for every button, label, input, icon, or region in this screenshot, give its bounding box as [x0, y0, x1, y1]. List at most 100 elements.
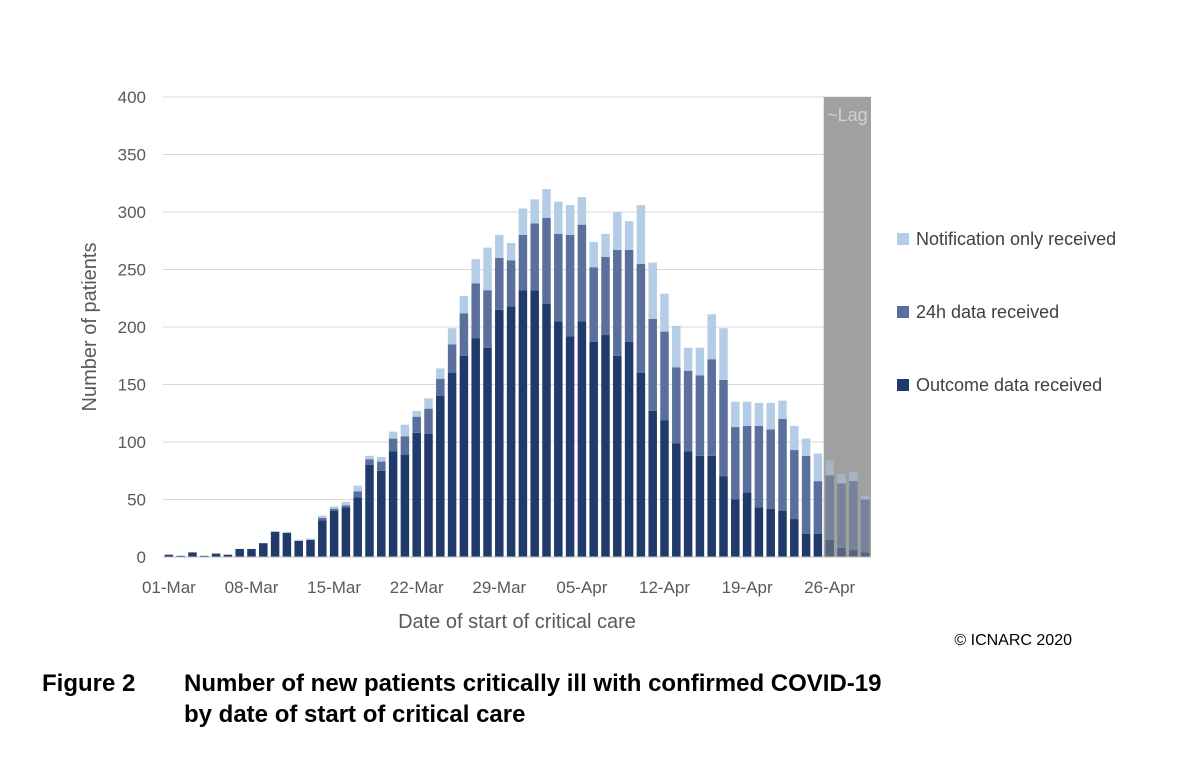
- bar-segment-24h-data-received: [613, 249, 622, 356]
- bar-segment-outcome-data-received: [813, 534, 823, 557]
- figure-caption: Figure 2 Number of new patients criticall…: [42, 668, 1004, 730]
- bar-segment-notification-only-received: [790, 425, 799, 451]
- bar-segment-24h-data-received: [577, 224, 587, 322]
- bar-segment-notification-only-received: [742, 401, 752, 426]
- bar-segment-outcome-data-received: [849, 550, 858, 557]
- legend-swatch: [897, 379, 909, 391]
- y-tick-label: 200: [118, 318, 146, 337]
- bar-segment-24h-data-received: [801, 455, 811, 534]
- bar-segment-notification-only-received: [624, 221, 634, 250]
- bar-segment-outcome-data-received: [270, 531, 280, 557]
- bar-segment-24h-data-received: [648, 318, 657, 411]
- bar-segment-outcome-data-received: [825, 539, 834, 557]
- bar-segment-notification-only-received: [318, 515, 327, 518]
- figure-title-line-2: by date of start of critical care: [184, 701, 526, 728]
- bar-segment-24h-data-received: [400, 436, 410, 455]
- bar-segment-24h-data-received: [447, 344, 457, 373]
- bar-segment-notification-only-received: [329, 506, 339, 509]
- bar-segment-outcome-data-received: [294, 540, 303, 557]
- bar-segment-notification-only-received: [294, 539, 303, 541]
- bar-segment-notification-only-received: [495, 235, 504, 258]
- bar-segment-notification-only-received: [719, 328, 728, 380]
- bar-segment-outcome-data-received: [412, 432, 421, 557]
- bar-segment-notification-only-received: [554, 201, 563, 234]
- bar-segment-notification-only-received: [306, 538, 315, 540]
- bar-segment-notification-only-received: [601, 233, 610, 257]
- bar-segment-outcome-data-received: [259, 543, 268, 557]
- bars: [164, 189, 870, 557]
- bar-segment-notification-only-received: [341, 501, 351, 506]
- legend: Notification only received 24h data recei…: [897, 229, 1116, 395]
- bar-segment-outcome-data-received: [211, 553, 221, 557]
- bar-segment-outcome-data-received: [731, 499, 740, 557]
- bar-segment-24h-data-received: [530, 223, 539, 291]
- bar-segment-notification-only-received: [754, 402, 764, 426]
- legend-swatch: [897, 306, 909, 318]
- x-tick-label: 08-Mar: [225, 578, 279, 597]
- x-tick-label: 19-Apr: [722, 578, 773, 597]
- bar-segment-24h-data-received: [624, 249, 634, 342]
- x-tick-label: 15-Mar: [307, 578, 361, 597]
- bar-segment-notification-only-received: [577, 197, 587, 225]
- bar-segment-outcome-data-received: [695, 455, 705, 557]
- bar-segment-notification-only-received: [825, 460, 834, 476]
- bar-segment-notification-only-received: [282, 531, 292, 533]
- bar-segment-24h-data-received: [766, 429, 775, 509]
- y-tick-label: 300: [118, 203, 146, 222]
- legend-label: Notification only received: [916, 229, 1116, 249]
- bar-segment-notification-only-received: [660, 293, 669, 332]
- bar-segment-outcome-data-received: [388, 451, 398, 557]
- bar-segment-notification-only-received: [707, 314, 716, 360]
- bar-segment-outcome-data-received: [542, 304, 551, 557]
- bar-segment-outcome-data-received: [601, 335, 610, 557]
- lag-label: ~Lag: [827, 105, 868, 125]
- bar-segment-notification-only-received: [849, 471, 858, 482]
- bar-segment-notification-only-received: [636, 205, 646, 264]
- bar-segment-outcome-data-received: [778, 511, 787, 557]
- bar-segment-outcome-data-received: [223, 554, 233, 557]
- bar-segment-outcome-data-received: [719, 476, 728, 557]
- bar-segment-notification-only-received: [388, 431, 398, 439]
- bar-segment-outcome-data-received: [235, 548, 244, 557]
- y-tick-label: 100: [118, 433, 146, 452]
- bar-segment-24h-data-received: [660, 331, 669, 421]
- y-tick-label: 350: [118, 146, 146, 165]
- bar-segment-24h-data-received: [459, 313, 469, 356]
- bar-segment-24h-data-received: [695, 375, 705, 456]
- bar-segment-outcome-data-received: [188, 552, 197, 557]
- bar-segment-outcome-data-received: [636, 373, 646, 557]
- bar-segment-24h-data-received: [636, 263, 646, 373]
- x-axis-title: Date of start of critical care: [398, 611, 636, 633]
- bar-segment-notification-only-received: [860, 496, 870, 500]
- bar-segment-outcome-data-received: [565, 336, 575, 557]
- bar-segment-outcome-data-received: [648, 410, 657, 557]
- bar-segment-24h-data-received: [731, 427, 740, 500]
- bar-segment-outcome-data-received: [624, 341, 634, 557]
- bar-segment-outcome-data-received: [377, 470, 386, 557]
- bar-segment-outcome-data-received: [707, 455, 716, 557]
- bar-segment-outcome-data-received: [424, 433, 433, 557]
- bar-segment-notification-only-received: [542, 189, 551, 218]
- bar-segment-24h-data-received: [318, 517, 327, 521]
- y-axis-ticks: 0 50 100 150 200 250 300 350 400: [118, 88, 146, 567]
- bar-segment-outcome-data-received: [164, 554, 174, 557]
- bar-segment-notification-only-received: [483, 247, 492, 291]
- bar-segment-outcome-data-received: [766, 508, 775, 557]
- bar-segment-24h-data-received: [719, 379, 728, 477]
- bar-segment-24h-data-received: [860, 499, 870, 553]
- bar-segment-notification-only-received: [412, 410, 421, 417]
- y-axis-title: Number of patients: [79, 243, 101, 412]
- lag-overlay-shade: [823, 97, 871, 557]
- y-tick-label: 50: [127, 491, 146, 510]
- bar-segment-notification-only-received: [471, 259, 480, 284]
- bar-segment-notification-only-received: [518, 208, 528, 235]
- bar-segment-notification-only-received: [766, 402, 775, 430]
- bar-segment-24h-data-received: [495, 258, 504, 310]
- bar-segment-outcome-data-received: [742, 492, 752, 557]
- bar-segment-24h-data-received: [424, 408, 433, 434]
- bar-segment-notification-only-received: [506, 243, 516, 261]
- bar-segment-notification-only-received: [447, 328, 457, 345]
- figure-label: Figure 2: [42, 670, 136, 697]
- bar-segment-notification-only-received: [565, 205, 575, 235]
- bar-segment-notification-only-received: [530, 199, 539, 224]
